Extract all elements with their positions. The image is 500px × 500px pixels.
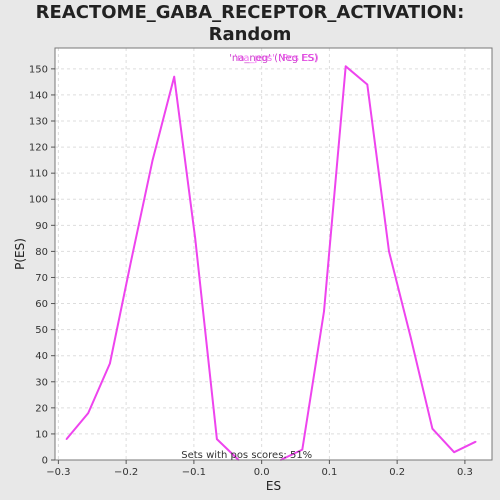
y-tick-label: 10: [35, 429, 48, 440]
x-axis-label: ES: [266, 479, 281, 493]
y-tick-label: 0: [42, 456, 48, 467]
data-point: [151, 159, 154, 161]
y-tick-label: 110: [29, 169, 48, 180]
legend: 'na_neg' (Neg ES) 'na_pos' (Pos ES): [229, 53, 319, 64]
y-tick-label: 90: [35, 221, 48, 232]
data-point: [366, 83, 369, 86]
y-tick-label: 150: [29, 64, 48, 75]
series-line-pos: [280, 65, 477, 461]
y-tick-label: 140: [29, 90, 48, 101]
plot-frame: [54, 47, 493, 461]
data-point: [65, 438, 68, 440]
legend-item-neg: 'na_neg' (Neg ES): [229, 53, 318, 64]
y-tick-label: 40: [35, 351, 48, 362]
pos-score-annotation: Sets with pos scores: 51%: [181, 450, 312, 461]
data-point: [87, 412, 89, 414]
y-axis-label: P(ES): [13, 238, 27, 270]
data-point: [194, 237, 197, 240]
data-point: [409, 336, 412, 339]
x-tick-label: −0.3: [46, 467, 70, 478]
data-point: [474, 440, 477, 443]
x-tick-label: 0.1: [321, 467, 337, 478]
x-tick-label: −0.1: [182, 467, 206, 478]
data-point: [216, 438, 218, 440]
y-tick-label: 30: [35, 377, 48, 388]
x-axis: −0.3 −0.2 −0.1 0.0 0.1 0.2 0.3: [46, 460, 473, 478]
y-tick-label: 130: [29, 117, 48, 128]
x-tick-label: 0.2: [389, 467, 405, 478]
x-tick-label: −0.2: [114, 467, 138, 478]
y-tick-label: 60: [35, 299, 48, 310]
data-point: [388, 250, 390, 253]
x-tick-label: 0.0: [254, 467, 270, 478]
y-tick-label: 80: [35, 247, 48, 258]
x-tick-label: 0.3: [457, 467, 473, 478]
data-point: [173, 75, 176, 78]
data-point: [130, 261, 132, 263]
data-point: [431, 427, 434, 430]
legend-item-pos: 'na_pos' (Pos ES): [234, 53, 319, 64]
data-point: [323, 310, 325, 313]
data-point: [344, 65, 347, 68]
data-point: [453, 451, 455, 453]
y-axis: 0 10 20 30 40 50 60 70 80 90 100 110 120 130 140 150: [29, 64, 55, 467]
y-tick-label: 50: [35, 325, 48, 336]
data-point: [301, 448, 304, 451]
y-tick-label: 20: [35, 403, 48, 414]
y-tick-label: 70: [35, 273, 48, 284]
y-tick-label: 120: [29, 143, 48, 154]
data-point: [109, 362, 111, 365]
plot-area: [55, 48, 492, 460]
y-tick-label: 100: [29, 195, 48, 206]
